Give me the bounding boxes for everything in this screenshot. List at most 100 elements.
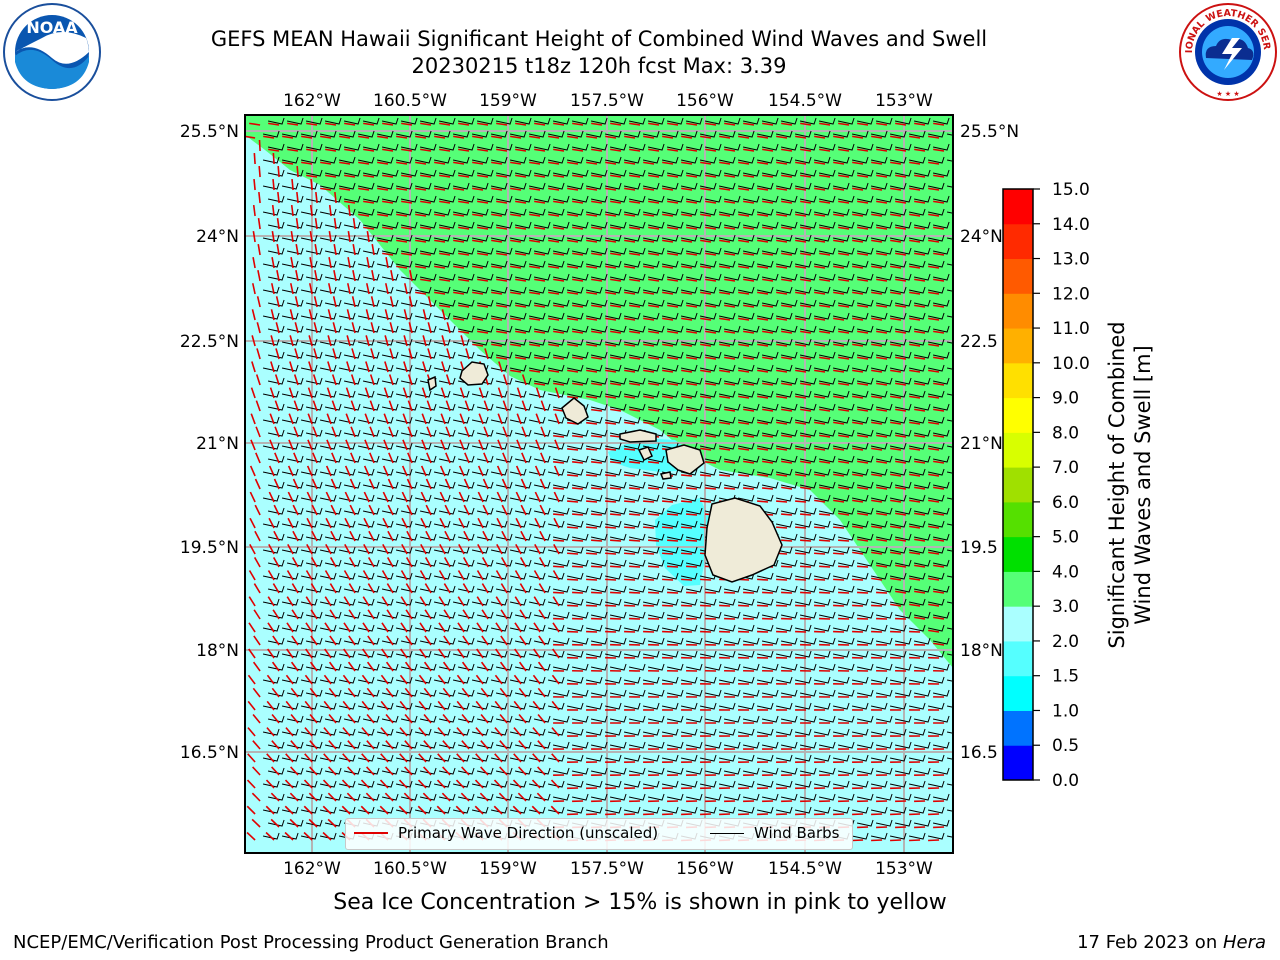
wave-arrow (895, 122, 907, 126)
wave-arrow (294, 296, 299, 308)
wind-barb (452, 416, 470, 424)
wind-barb (946, 133, 953, 136)
wind-barb (552, 741, 570, 749)
wind-barb (395, 624, 413, 632)
wind-barb (647, 117, 665, 125)
wave-arrow (362, 596, 370, 607)
wave-arrow (814, 552, 826, 555)
wave-arrow (914, 434, 926, 438)
wind-barb (547, 416, 565, 424)
wave-arrow (553, 148, 565, 152)
wind-barb (894, 507, 912, 515)
wind-barb (927, 364, 945, 372)
lon-label-bottom: 162°W (283, 859, 341, 879)
wind-barb (870, 416, 888, 424)
wind-barb (623, 806, 641, 814)
wave-arrow (624, 291, 636, 295)
wind-barb (889, 520, 907, 528)
wind-barb (357, 598, 375, 606)
wind-barb (609, 767, 627, 775)
wave-arrow (387, 530, 394, 542)
wind-barb (533, 793, 551, 801)
wind-barb (609, 663, 627, 671)
wind-barb (680, 208, 698, 216)
wave-arrow (344, 543, 351, 555)
wind-barb (799, 429, 817, 437)
wave-arrow (928, 525, 940, 529)
wave-arrow (762, 487, 774, 490)
wave-arrow (328, 231, 332, 243)
wave-arrow (610, 382, 622, 386)
wind-barb (856, 299, 874, 307)
wave-arrow (890, 447, 902, 451)
wave-arrow (762, 278, 774, 282)
wave-arrow (928, 161, 940, 165)
wave-arrow (407, 452, 413, 464)
wave-arrow (384, 361, 389, 373)
wind-barb (400, 273, 418, 281)
wind-barb (761, 169, 779, 177)
wind-barb (528, 364, 546, 372)
wave-arrow (890, 839, 902, 842)
wave-arrow (247, 727, 256, 737)
wind-barb (438, 741, 456, 749)
wind-barb (585, 676, 603, 684)
wind-barb (262, 390, 280, 398)
wind-barb (851, 156, 869, 164)
wind-barb (476, 455, 494, 463)
wind-barb (813, 468, 831, 476)
wind-barb (946, 705, 953, 708)
wind-barb (381, 481, 399, 489)
wave-arrow (363, 517, 370, 529)
wind-barb (680, 546, 698, 554)
wave-arrow (681, 421, 693, 425)
sea-ice-note: Sea Ice Concentration > 15% is shown in … (333, 890, 947, 915)
wind-barb (832, 182, 850, 190)
wave-arrow (427, 296, 432, 308)
wind-barb (837, 741, 855, 749)
wave-arrow (610, 487, 622, 490)
wave-arrow (491, 187, 503, 191)
wind-barb (362, 715, 380, 723)
wave-arrow (367, 583, 375, 594)
wind-barb (419, 741, 437, 749)
wave-arrow (833, 239, 845, 243)
wind-barb (300, 338, 318, 346)
wind-barb (300, 702, 318, 710)
wind-barb (338, 546, 356, 554)
wind-barb (585, 624, 603, 632)
wave-arrow (268, 465, 275, 477)
wind-barb (362, 299, 380, 307)
wind-barb (851, 364, 869, 372)
wave-arrow (458, 465, 465, 477)
wind-barb (381, 273, 399, 281)
wind-barb (300, 416, 318, 424)
wind-barb (704, 585, 722, 593)
wave-arrow (890, 239, 902, 243)
wave-arrow (819, 408, 831, 412)
wind-barb (832, 286, 850, 294)
wave-arrow (552, 570, 560, 581)
wind-barb (875, 767, 893, 775)
wave-arrow (291, 609, 299, 620)
wind-barb (571, 481, 589, 489)
wave-arrow (743, 591, 755, 594)
wind-barb (585, 754, 603, 762)
wave-arrow (914, 382, 926, 386)
wind-barb (495, 481, 513, 489)
wind-barb (642, 416, 660, 424)
wave-arrow (667, 148, 679, 152)
wave-arrow (743, 148, 755, 152)
wind-barb (889, 494, 907, 502)
wave-arrow (724, 304, 736, 308)
wave-arrow (326, 439, 332, 451)
wind-barb (737, 806, 755, 814)
wind-barb (737, 676, 755, 684)
wind-barb (756, 286, 774, 294)
wave-arrow (781, 226, 793, 230)
lon-label-top: 159°W (479, 91, 537, 111)
wind-barb (742, 585, 760, 593)
wind-barb (756, 572, 774, 580)
wind-barb (343, 221, 361, 229)
wind-barb (362, 377, 380, 385)
